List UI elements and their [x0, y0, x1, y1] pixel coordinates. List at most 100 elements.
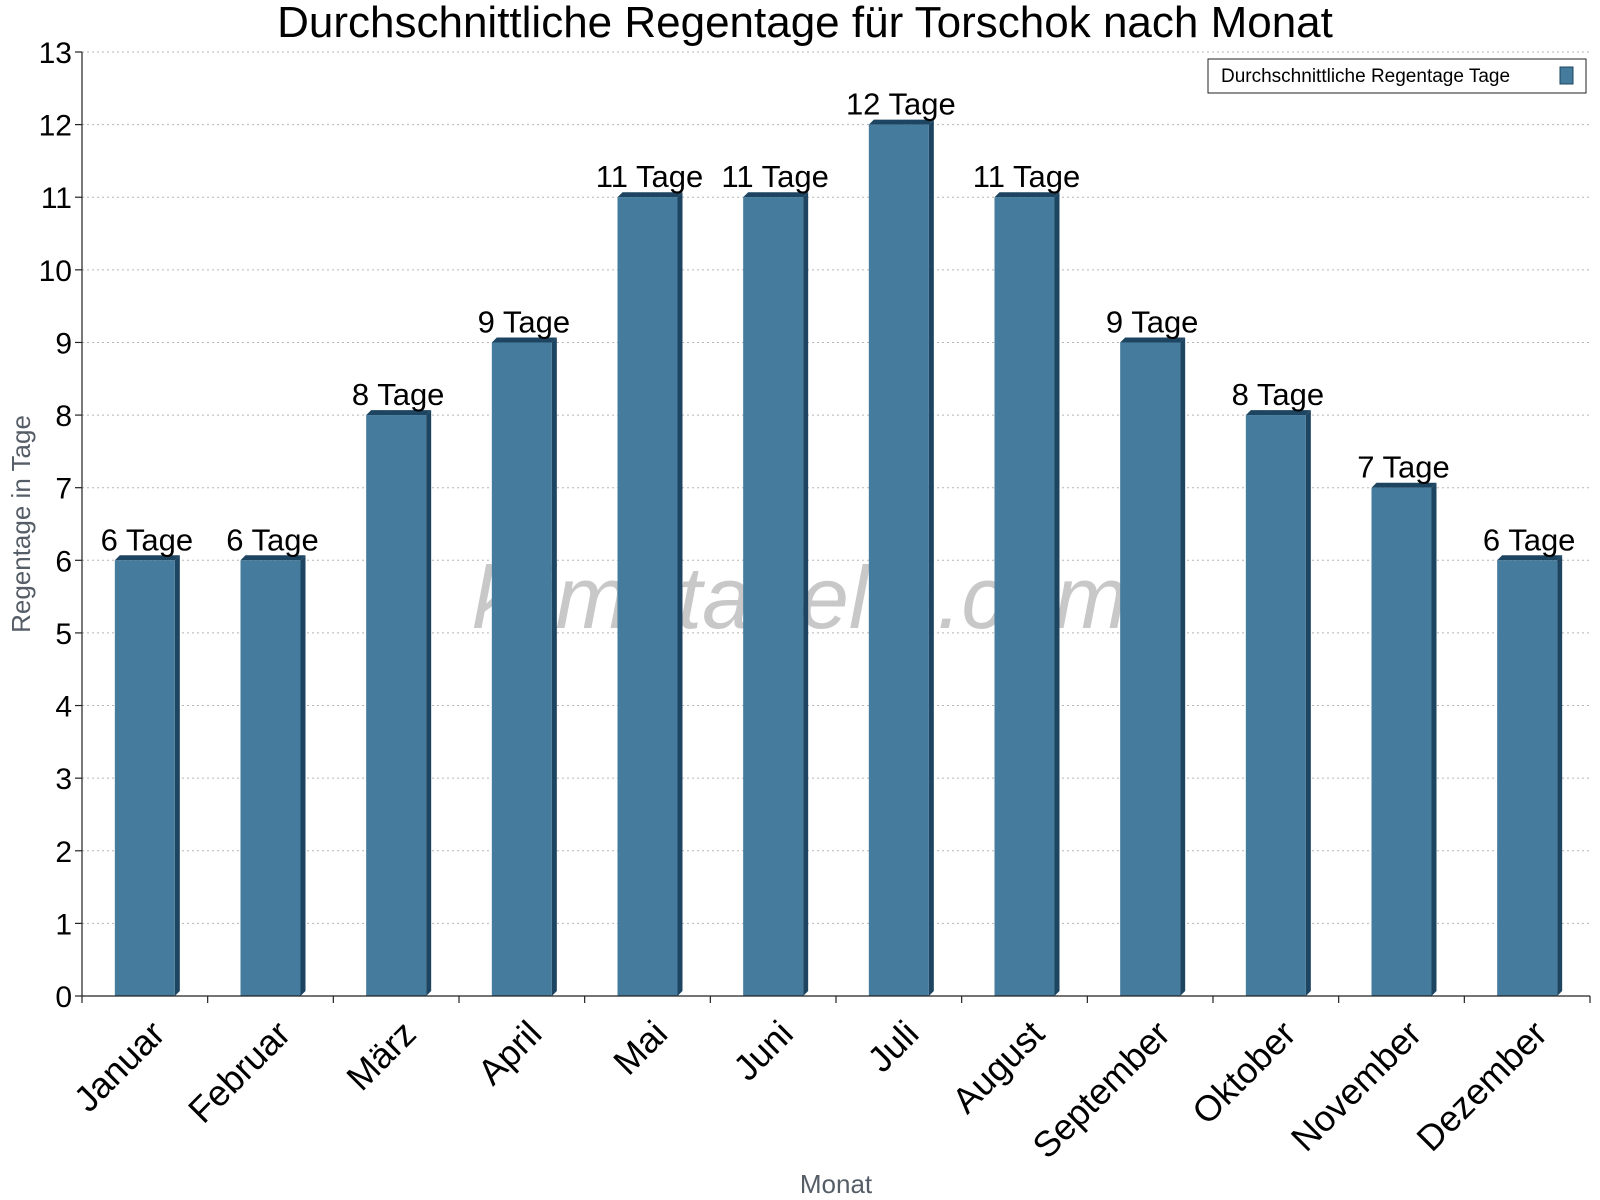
bar-top [994, 192, 1060, 198]
bar-top [1371, 482, 1437, 488]
y-tick-label: 13 [39, 37, 72, 70]
bar-side [1054, 192, 1060, 996]
x-tick-label: September [1024, 1013, 1178, 1167]
x-tick-label: Oktober [1184, 1013, 1304, 1133]
bar-side [300, 555, 306, 996]
bar-top [868, 119, 934, 125]
x-tick-label: Februar [180, 1013, 298, 1131]
y-tick-label: 10 [39, 255, 72, 288]
bar-side [174, 555, 180, 996]
data-label: 11 Tage [596, 159, 703, 194]
y-tick-label: 5 [55, 618, 72, 651]
bar-top [366, 410, 432, 416]
bar-side [803, 192, 809, 996]
axes [75, 51, 1591, 1003]
data-label: 9 Tage [478, 304, 571, 339]
x-tick-label: Januar [66, 1013, 173, 1120]
x-tick-label: Juli [859, 1013, 926, 1080]
legend-box [1207, 58, 1587, 94]
bar-3 [366, 410, 432, 997]
x-tick-label: Juni [725, 1013, 801, 1089]
bar-top [491, 337, 557, 343]
bar-2 [240, 555, 306, 996]
bar-front [994, 197, 1055, 996]
y-tick-label: 6 [55, 545, 72, 578]
bar-front [240, 560, 301, 996]
x-tick-label: März [338, 1013, 424, 1099]
y-tick-label: 8 [55, 400, 72, 433]
x-tick-labels: Januar Februar März April Mai Juni Juli AugustS… [66, 1013, 1555, 1167]
bar-front [1245, 415, 1306, 997]
bar-front [1497, 560, 1558, 996]
y-tick-label: 3 [55, 763, 72, 796]
bar-top [240, 555, 306, 561]
bar-side [928, 119, 934, 997]
bar-side [677, 192, 683, 996]
bar-top [114, 555, 180, 561]
x-tick-label: November [1283, 1013, 1429, 1159]
bar-front [366, 415, 427, 997]
data-label: 9 Tage [1106, 304, 1199, 339]
data-label: 12 Tage [846, 87, 956, 122]
bar-side [1431, 482, 1437, 996]
data-label: 8 Tage [1232, 377, 1325, 412]
legend-swatch [1559, 66, 1574, 85]
bar-front [491, 342, 552, 996]
grid-lines [82, 51, 1590, 924]
bar-side [426, 410, 432, 997]
bar-front [868, 124, 929, 997]
bar-front [1371, 487, 1432, 996]
bar-front [617, 197, 678, 996]
bar-front [1120, 342, 1181, 996]
x-tick-label: Dezember [1408, 1013, 1554, 1159]
bar-top [1120, 337, 1186, 343]
data-label: 7 Tage [1357, 450, 1450, 485]
data-label: 6 Tage [1483, 522, 1576, 557]
y-tick-label: 4 [55, 691, 72, 724]
bar-top [743, 192, 809, 198]
data-labels: 6 Tage 6 Tage 8 Tage 9 Tage 11 Tage 11 Tage 12… [101, 87, 1576, 558]
x-tick-label: August [944, 1013, 1052, 1121]
bar-4 [491, 337, 557, 996]
data-label: 11 Tage [973, 159, 1080, 194]
x-tick-label: Mai [605, 1013, 675, 1083]
bar-side [1305, 410, 1311, 997]
y-tick-label: 12 [39, 110, 72, 143]
x-tick-label: April [470, 1013, 550, 1093]
legend-label: Durchschnittliche Regentage Tage [1221, 66, 1510, 87]
y-axis-title: Regentage in Tage [6, 415, 36, 633]
y-tick-label: 11 [41, 182, 72, 215]
y-tick-label: 0 [55, 981, 72, 1014]
bar-9 [1120, 337, 1186, 996]
legend: Durchschnittliche Regentage Tage [1207, 58, 1587, 94]
y-tick-label: 1 [55, 908, 72, 941]
chart-title: Durchschnittliche Regentage für Torschok… [277, 0, 1333, 47]
bar-7 [868, 119, 934, 997]
bar-top [1497, 555, 1563, 561]
bar-front [114, 560, 175, 996]
bar-8 [994, 192, 1060, 996]
bar-11 [1371, 482, 1437, 996]
bar-10 [1245, 410, 1311, 997]
data-label: 11 Tage [721, 159, 828, 194]
bar-6 [743, 192, 809, 996]
data-label: 8 Tage [352, 377, 445, 412]
bar-front [743, 197, 804, 996]
bars [114, 119, 1563, 997]
y-tick-label: 7 [55, 473, 72, 506]
y-tick-label: 9 [55, 327, 72, 360]
bar-side [1557, 555, 1563, 996]
y-tick-label: 2 [55, 836, 72, 869]
data-label: 6 Tage [101, 522, 194, 557]
bar-5 [617, 192, 683, 996]
bar-top [1245, 410, 1311, 416]
bar-12 [1497, 555, 1563, 996]
bar-top [617, 192, 683, 198]
data-label: 6 Tage [226, 522, 319, 557]
bar-side [551, 337, 557, 996]
bar-side [1180, 337, 1186, 996]
x-axis-title: Monat [800, 1169, 873, 1199]
bar-1 [114, 555, 180, 996]
